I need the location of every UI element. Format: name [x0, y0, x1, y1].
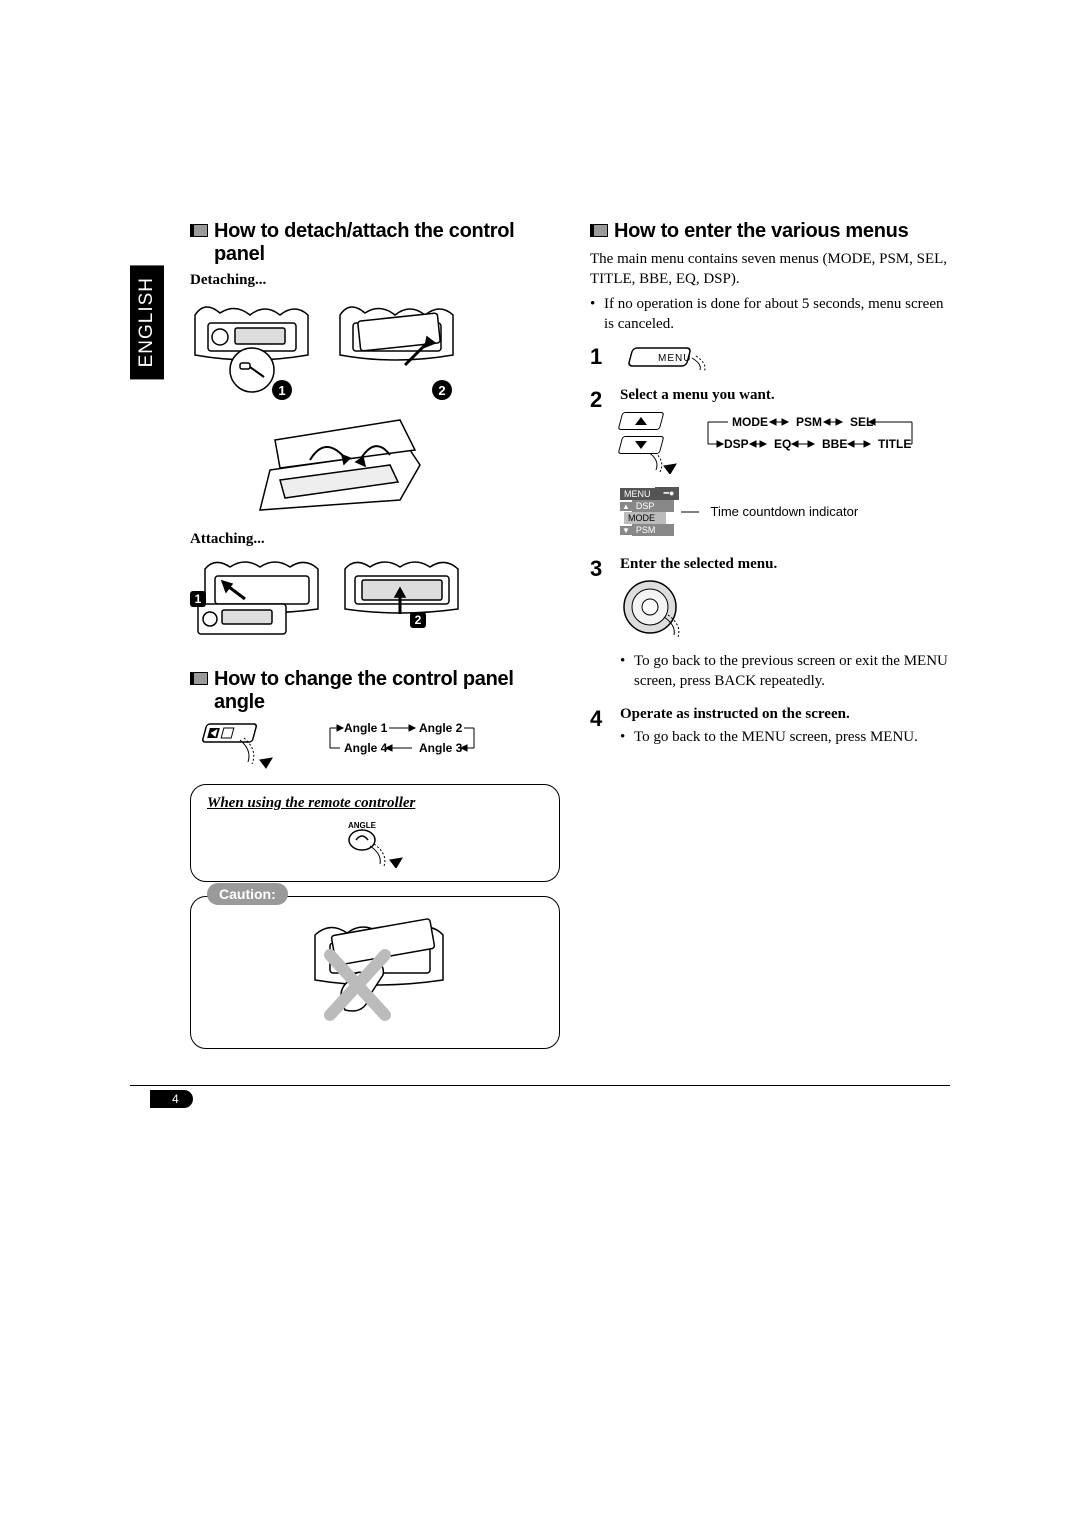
- section-title: How to change the control panel angle: [214, 668, 560, 714]
- step-number: 2: [590, 387, 610, 536]
- remote-controller-box: When using the remote controller ANGLE: [190, 784, 560, 882]
- step-1: 1 MENU: [590, 344, 950, 377]
- menu-button-figure: MENU: [620, 344, 730, 372]
- menu-flow-diagram: MODEPSMSEL DSPEQBBETITLE: [694, 412, 924, 459]
- section-title: How to enter the various menus: [614, 220, 908, 243]
- svg-text:2: 2: [415, 613, 422, 627]
- page-number: 4: [150, 1090, 193, 1108]
- step-number: 4: [590, 706, 610, 751]
- figure-angle-control: Angle 1 Angle 2 Angle 4 Angle 3: [190, 720, 560, 770]
- right-column: How to enter the various menus The main …: [590, 220, 950, 1063]
- page-content: How to detach/attach the control panel D…: [130, 220, 950, 1063]
- down-button-icon: [618, 436, 665, 454]
- caution-label: Caution:: [207, 883, 288, 905]
- step-3: 3 Enter the selected menu. To go back to: [590, 556, 950, 696]
- countdown-label: Time countdown indicator: [711, 504, 859, 519]
- left-column: How to detach/attach the control panel D…: [190, 220, 560, 1063]
- step-title: Operate as instructed on the screen.: [620, 706, 950, 723]
- svg-text:EQ: EQ: [774, 437, 791, 451]
- step-number: 1: [590, 344, 610, 377]
- svg-text:PSM: PSM: [796, 415, 822, 429]
- section-angle-heading: How to change the control panel angle: [190, 668, 560, 714]
- section-title: How to detach/attach the control panel: [214, 220, 560, 266]
- step-4: 4 Operate as instructed on the screen. T…: [590, 706, 950, 751]
- intro-text: The main menu contains seven menus (MODE…: [590, 249, 950, 290]
- step-title: Enter the selected menu.: [620, 556, 950, 573]
- svg-text:Angle 4: Angle 4: [344, 741, 388, 755]
- figure-attaching: 1 2: [190, 554, 560, 654]
- step-title: Select a menu you want.: [620, 387, 950, 404]
- section-marker-icon: [190, 224, 208, 237]
- step-number: 3: [590, 556, 610, 696]
- svg-text:Angle 1: Angle 1: [344, 721, 388, 735]
- attaching-label: Attaching...: [190, 531, 560, 548]
- caution-figure: [275, 915, 475, 1035]
- intro-bullet: If no operation is done for about 5 seco…: [590, 294, 950, 335]
- detaching-label: Detaching...: [190, 272, 560, 289]
- svg-text:2: 2: [438, 383, 445, 398]
- caution-box: Caution:: [190, 896, 560, 1049]
- angle-flow-diagram: Angle 1 Angle 2 Angle 4 Angle 3: [314, 720, 484, 765]
- up-button-icon: [618, 412, 665, 430]
- section-menus-heading: How to enter the various menus: [590, 220, 950, 243]
- svg-text:TITLE: TITLE: [878, 437, 911, 451]
- svg-text:DSP: DSP: [724, 437, 749, 451]
- section-marker-icon: [590, 224, 608, 237]
- svg-text:BBE: BBE: [822, 437, 847, 451]
- section-marker-icon: [190, 672, 208, 685]
- knob-press-figure: [620, 577, 700, 642]
- svg-text:1: 1: [195, 592, 202, 606]
- step3-bullet: To go back to the previous screen or exi…: [620, 651, 950, 692]
- svg-text:MODE: MODE: [732, 415, 768, 429]
- lcd-indicator-figure: MENU ━● ▲DSP MODE ▼PSM Time countdown in…: [620, 487, 950, 536]
- section-detach-heading: How to detach/attach the control panel: [190, 220, 560, 266]
- step-2: 2 Select a menu you want.: [590, 387, 950, 536]
- svg-text:1: 1: [278, 383, 285, 398]
- lcd-screen-icon: MENU ━● ▲DSP MODE ▼PSM: [620, 487, 679, 536]
- footer-rule: [130, 1085, 950, 1086]
- remote-box-label: When using the remote controller: [207, 795, 543, 812]
- angle-button-icon: ANGLE: [330, 818, 420, 868]
- svg-text:MENU: MENU: [658, 353, 691, 364]
- svg-text:Angle 3: Angle 3: [419, 741, 463, 755]
- svg-text:ANGLE: ANGLE: [348, 821, 377, 830]
- figure-detaching: 1 2: [190, 295, 560, 525]
- up-down-buttons-figure: [620, 412, 680, 479]
- svg-text:Angle 2: Angle 2: [419, 721, 463, 735]
- step4-bullet: To go back to the MENU screen, press MEN…: [620, 727, 950, 747]
